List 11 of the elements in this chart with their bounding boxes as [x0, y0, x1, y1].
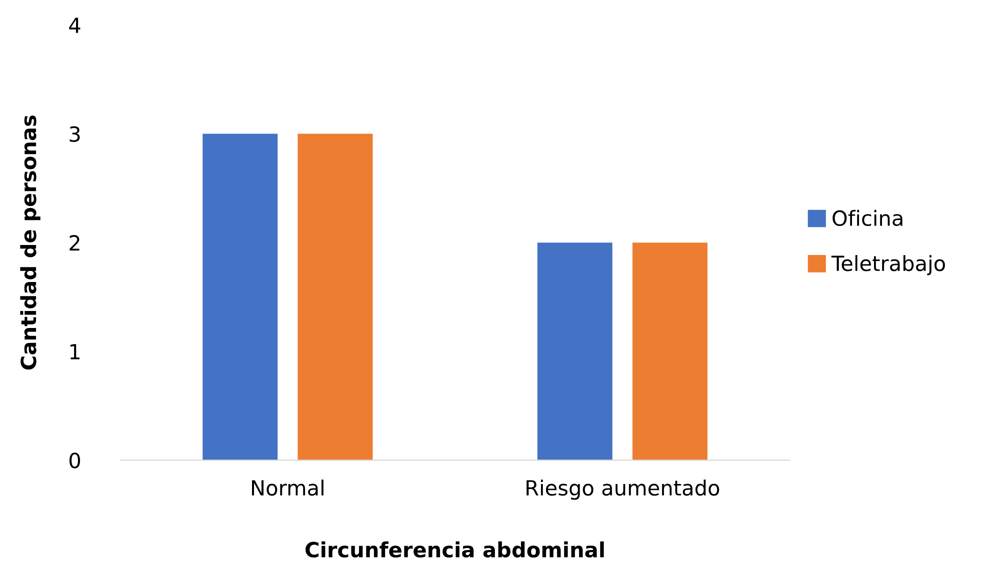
x-tick-label: Normal	[252, 480, 324, 496]
y-tick-label: 2	[70, 235, 80, 250]
y-tick-label: 0	[70, 452, 80, 468]
y-tick-label: 1	[70, 344, 80, 360]
legend-label: Teletrabajo	[831, 255, 945, 276]
y-tick-label: 4	[69, 18, 80, 33]
x-tick-label: Riesgo aumentado	[526, 480, 720, 500]
y-axis-title: Cantidad de personas	[20, 116, 40, 370]
y-tick-label: 3	[70, 126, 80, 142]
x-axis-title: Circunferencia abdominal	[306, 541, 604, 558]
legend-label: Oficina	[832, 210, 902, 226]
